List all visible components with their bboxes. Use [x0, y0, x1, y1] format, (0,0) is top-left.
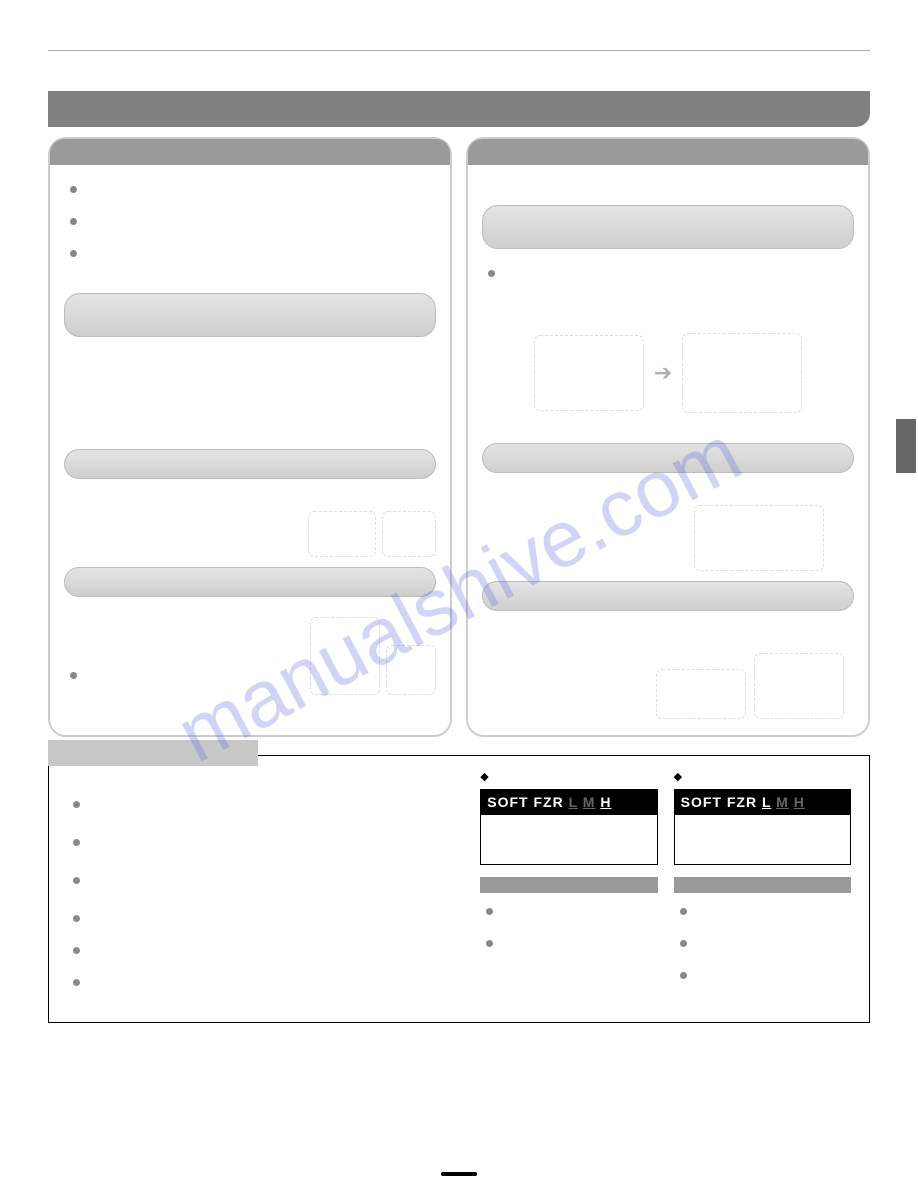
list-item — [73, 870, 456, 898]
diamond-icon: ◆ — [480, 770, 657, 783]
left-pill-2 — [64, 449, 436, 479]
lcd-l: L — [762, 794, 771, 810]
lcd-display-b: SOFT FZR L M H — [674, 789, 851, 815]
right-pill-2 — [482, 443, 854, 473]
right-card: ➔ — [466, 137, 870, 737]
lcd-m: M — [776, 794, 789, 810]
list-item — [73, 832, 456, 860]
left-card-header — [50, 139, 450, 165]
lcd-prefix: SOFT FZR — [681, 794, 757, 810]
container-icon — [694, 505, 824, 571]
section-banner — [48, 91, 870, 127]
bowl-icon — [382, 511, 436, 557]
two-column-row: ➔ — [48, 137, 870, 737]
tray-pour-icon — [534, 335, 644, 411]
left-top-bullets — [64, 179, 436, 283]
mode-a: ◆ SOFT FZR L M H — [480, 770, 657, 1004]
cut-cubes-icon — [682, 333, 802, 413]
right-card-header — [468, 139, 868, 165]
page-number — [441, 1172, 477, 1176]
mode-b: ◆ SOFT FZR L M H — [674, 770, 851, 1004]
right-pill-1 — [482, 205, 854, 249]
side-thumb-tab — [896, 419, 916, 473]
left-body-1 — [64, 349, 436, 439]
mode-b-bullets — [674, 901, 851, 987]
lcd-prefix: SOFT FZR — [487, 794, 563, 810]
lcd-display-a: SOFT FZR L M H — [480, 789, 657, 815]
mode-a-bar — [480, 877, 657, 893]
lcd-l: L — [569, 794, 578, 810]
list-item — [486, 901, 657, 923]
list-item — [70, 665, 436, 687]
watermelon-icon — [308, 511, 376, 557]
right-img-row-2 — [482, 485, 854, 571]
diamond-icon: ◆ — [674, 770, 851, 783]
list-item — [70, 179, 436, 201]
list-item — [680, 901, 851, 923]
left-img-row-1 — [64, 491, 436, 557]
lcd-h: H — [794, 794, 805, 810]
basket-icon — [754, 653, 844, 719]
header-rule — [48, 50, 870, 51]
lower-left-bullets — [67, 794, 456, 994]
mode-b-bar — [674, 877, 851, 893]
list-item — [486, 933, 657, 955]
list-item — [70, 243, 436, 283]
left-pill-3 — [64, 567, 436, 597]
list-item — [680, 933, 851, 955]
list-item — [73, 908, 456, 930]
mode-a-bullets — [480, 901, 657, 955]
right-pill-3 — [482, 581, 854, 611]
lower-box: ◆ SOFT FZR L M H ◆ — [48, 755, 870, 1023]
list-item — [488, 263, 854, 303]
lcd-h: H — [600, 794, 611, 810]
list-item — [73, 940, 456, 962]
lcd-body-a — [480, 815, 657, 865]
lower-columns: ◆ SOFT FZR L M H ◆ — [67, 770, 851, 1004]
lower-tab — [48, 740, 258, 766]
lower-right-col: ◆ SOFT FZR L M H ◆ — [480, 770, 851, 1004]
left-bottom-bullets — [64, 665, 436, 687]
right-bullets-1 — [482, 263, 854, 303]
pack-icon — [656, 669, 746, 719]
list-item — [73, 972, 456, 994]
lower-left-col — [67, 770, 456, 1004]
right-img-row-1: ➔ — [482, 313, 854, 433]
left-card — [48, 137, 452, 737]
right-img-row-3 — [482, 623, 854, 719]
list-item — [73, 794, 456, 822]
list-item — [680, 965, 851, 987]
lcd-m: M — [583, 794, 596, 810]
arrow-right-icon: ➔ — [654, 360, 672, 386]
left-pill-1 — [64, 293, 436, 337]
lcd-body-b — [674, 815, 851, 865]
list-item — [70, 211, 436, 233]
